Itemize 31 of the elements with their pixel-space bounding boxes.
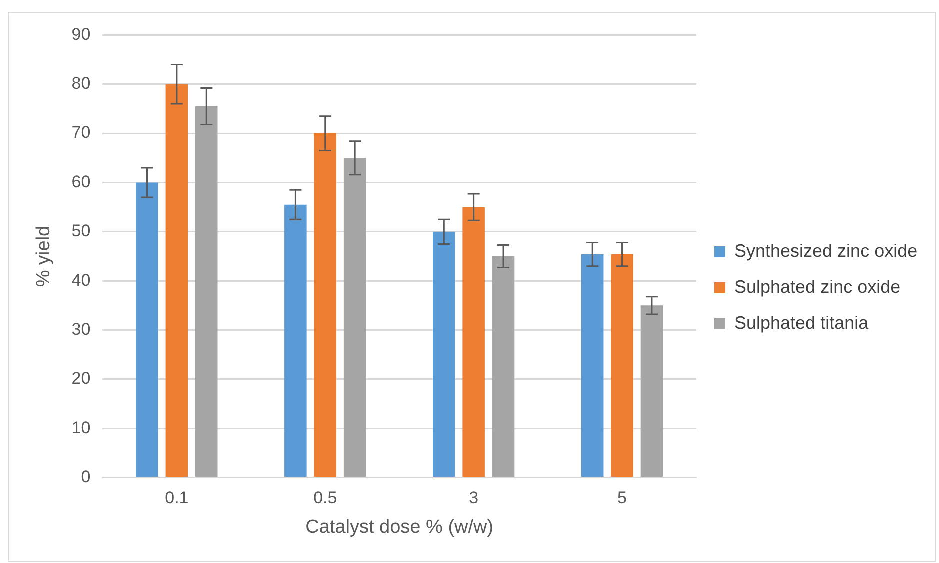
y-tick-label: 20 xyxy=(72,369,91,388)
y-tick-label: 80 xyxy=(72,74,91,94)
legend-label: Sulphated zinc oxide xyxy=(734,276,901,297)
bar xyxy=(284,204,307,478)
bar xyxy=(611,254,634,478)
y-tick-label: 60 xyxy=(72,172,91,192)
y-tick-label: 90 xyxy=(72,24,91,44)
y-tick-label: 0 xyxy=(81,467,91,486)
x-tick-label: 0.5 xyxy=(314,488,338,508)
bar xyxy=(640,306,664,478)
bar xyxy=(462,207,485,478)
y-axis-title: % yield xyxy=(34,226,55,288)
y-tick-label: 70 xyxy=(72,123,91,142)
x-tick-label: 0.1 xyxy=(165,488,189,508)
y-tick-label: 40 xyxy=(72,270,91,290)
bar xyxy=(136,182,158,478)
x-tick-label: 5 xyxy=(618,488,628,508)
legend-label: Synthesized zinc oxide xyxy=(734,240,918,261)
bar xyxy=(492,256,515,478)
y-tick-label: 10 xyxy=(72,418,91,438)
bar xyxy=(166,84,188,478)
bar xyxy=(344,158,366,478)
y-tick-label: 50 xyxy=(72,222,91,241)
legend-label: Sulphated titania xyxy=(734,312,870,333)
bar xyxy=(195,106,218,478)
bar xyxy=(314,134,337,478)
y-tick-label: 30 xyxy=(72,320,91,339)
bar xyxy=(581,254,604,478)
x-tick-label: 3 xyxy=(469,488,479,508)
x-axis-title: Catalyst dose % (w/w) xyxy=(306,516,494,538)
bar xyxy=(433,232,456,478)
